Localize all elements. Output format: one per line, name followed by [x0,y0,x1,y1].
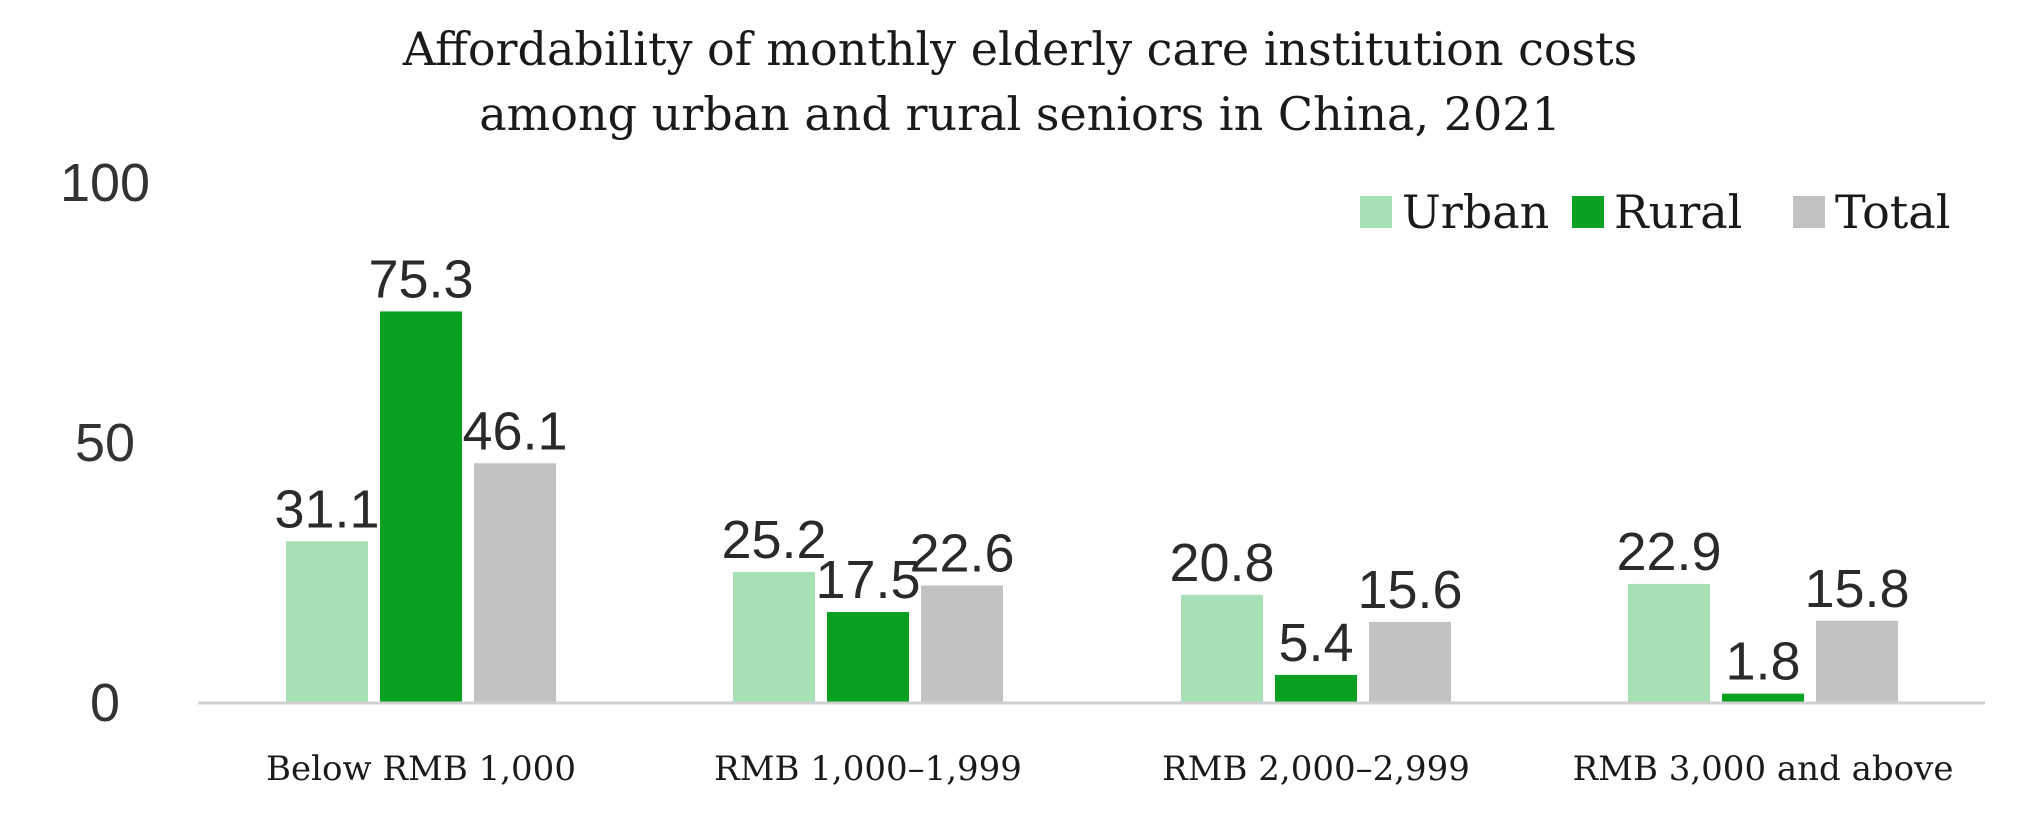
bar-urban[interactable] [1628,583,1710,703]
data-label: 22.9 [1616,522,1721,582]
x-axis: Below RMB 1,000 RMB 1,000–1,999 RMB 2,000–… [198,701,1985,789]
y-axis: 0 50 100 [60,153,150,733]
bar-rural[interactable] [1275,674,1357,703]
data-label: 31.1 [274,479,379,539]
bar-total[interactable] [1816,620,1898,703]
legend-swatch [1793,196,1825,228]
bar-rural[interactable] [827,612,909,703]
data-label: 5.4 [1278,613,1353,673]
x-tick-label: RMB 1,000–1,999 [714,749,1022,789]
chart-title: Affordability of monthly elderly care in… [402,22,1638,76]
legend-item-total[interactable]: Total [1793,185,1950,239]
legend-item-urban[interactable]: Urban [1360,185,1549,239]
data-label: 20.8 [1169,533,1274,593]
x-tick-label: RMB 3,000 and above [1573,749,1954,789]
legend-label: Urban [1402,185,1549,239]
data-label: 17.5 [815,550,920,610]
bar-urban[interactable] [286,541,368,703]
data-label: 25.2 [721,510,826,570]
y-tick-label: 100 [60,153,150,213]
bar-rural[interactable] [1722,693,1804,703]
bar-urban[interactable] [733,571,815,703]
legend-swatch [1360,196,1392,228]
legend-label: Rural [1614,185,1742,239]
bar-total[interactable] [1369,621,1451,703]
data-labels: 31.175.346.125.217.522.6 20.85.415.622.91… [274,249,1909,691]
data-label: 75.3 [368,249,473,309]
data-label: 22.6 [909,523,1014,583]
x-tick-label: RMB 2,000–2,999 [1162,749,1470,789]
y-tick-label: 0 [90,673,120,733]
bars [286,311,1898,703]
chart-subtitle: among urban and rural seniors in China, … [479,87,1561,141]
data-label: 1.8 [1725,632,1800,692]
legend-label: Total [1835,185,1950,239]
bar-rural[interactable] [380,311,462,703]
legend-swatch [1572,196,1604,228]
x-tick-label: Below RMB 1,000 [266,749,576,789]
bar-urban[interactable] [1181,594,1263,703]
data-label: 15.6 [1357,560,1462,620]
legend-item-rural[interactable]: Rural [1572,185,1742,239]
bar-total[interactable] [921,585,1003,703]
legend[interactable]: Urban Rural Total [1360,185,1950,239]
data-label: 46.1 [462,401,567,461]
bar-total[interactable] [474,463,556,703]
y-tick-label: 50 [75,413,135,473]
data-label: 15.8 [1804,559,1909,619]
